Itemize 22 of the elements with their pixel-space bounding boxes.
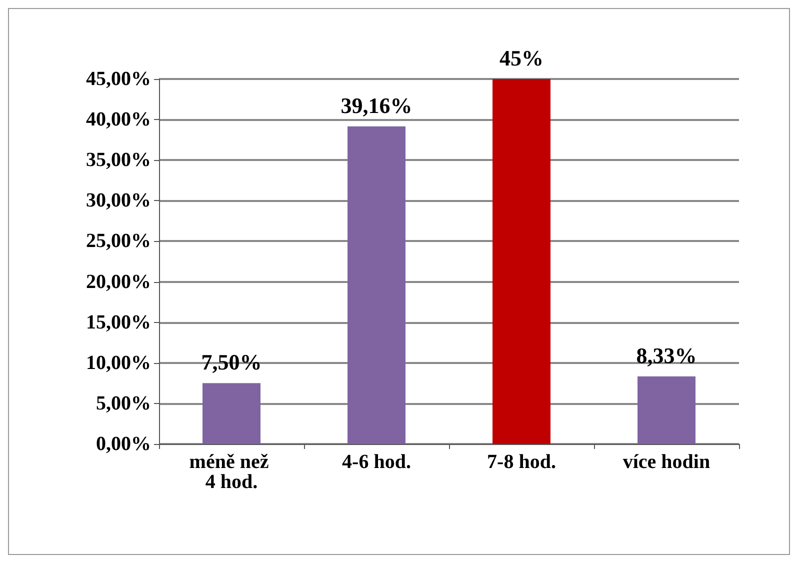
bar [492, 79, 550, 444]
y-tick-label: 10,00% [86, 352, 151, 374]
y-tick-label: 45,00% [86, 68, 151, 90]
bar [202, 383, 260, 444]
y-tick-label: 5,00% [96, 392, 151, 414]
y-tick-label: 30,00% [86, 190, 151, 212]
x-tick-label: více hodin [622, 451, 710, 473]
data-label: 45% [500, 46, 544, 70]
x-tick-label: 7-8 hod. [487, 451, 556, 473]
bar [638, 376, 696, 444]
data-label: 39,16% [340, 92, 412, 118]
y-tick-label: 40,00% [86, 108, 151, 131]
y-tick-label: 20,00% [86, 270, 151, 293]
x-tick-label: 4-6 hod. [342, 451, 411, 473]
y-tick-label: 35,00% [86, 149, 151, 172]
x-tick-label: méně než 4 hod. [189, 451, 274, 493]
y-tick-label: 25,00% [86, 230, 151, 252]
data-label: 8,33% [636, 342, 697, 368]
y-tick-label: 15,00% [86, 311, 151, 334]
bar [348, 126, 406, 444]
data-label: 7,50% [201, 350, 262, 375]
y-tick-label: 0,00% [96, 433, 151, 455]
